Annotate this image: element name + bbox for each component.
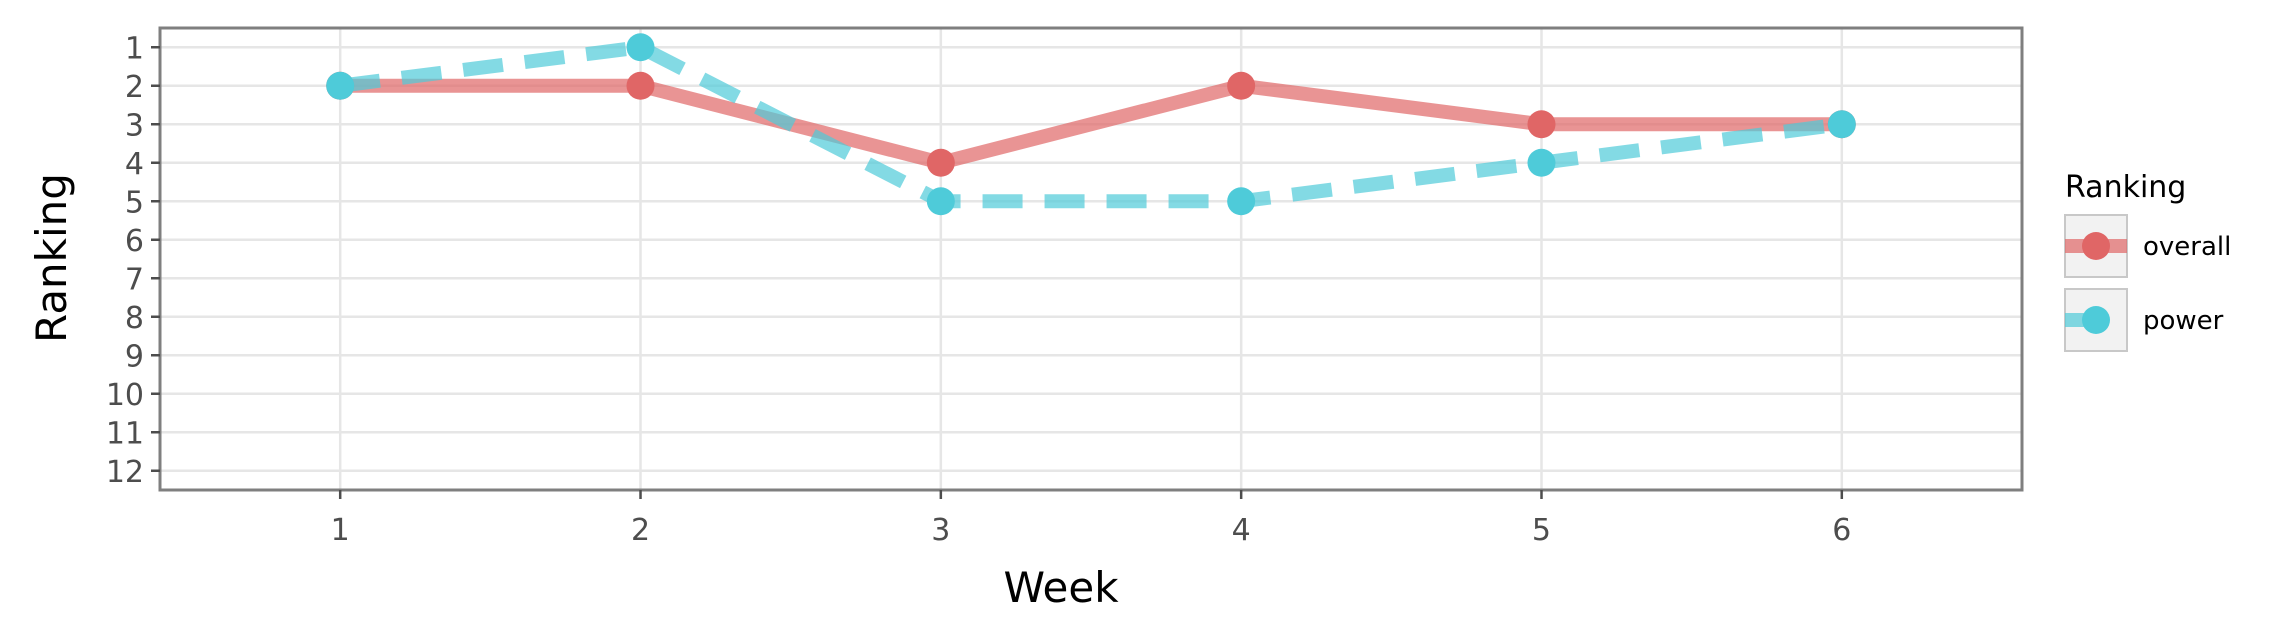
data-point-power <box>926 187 955 216</box>
y-tick-label: 1 <box>125 31 144 66</box>
y-tick-label: 8 <box>125 301 144 336</box>
x-tick-label: 4 <box>1232 513 1251 548</box>
x-tick-label: 3 <box>931 513 950 548</box>
series-line-overall <box>340 78 1842 170</box>
x-tick-label: 1 <box>331 513 350 548</box>
data-point-power <box>1827 110 1856 139</box>
series-power <box>326 33 1856 216</box>
panel-border <box>158 26 2024 492</box>
data-point-power <box>1527 148 1556 177</box>
y-tick-label: 10 <box>106 378 144 413</box>
x-tick-label: 6 <box>1832 513 1851 548</box>
data-point-overall <box>926 148 955 177</box>
legend-label-power: power <box>2143 306 2224 336</box>
data-point-power <box>326 71 355 100</box>
legend: Ranking overall power <box>2064 170 2231 352</box>
legend-key-point <box>2082 306 2110 334</box>
y-tick-label: 6 <box>125 224 144 259</box>
y-tick-label: 2 <box>125 70 144 105</box>
x-axis-title: Week <box>1003 563 1119 612</box>
legend-key-point <box>2082 232 2110 260</box>
y-tick-label: 3 <box>125 108 144 143</box>
data-point-overall <box>1527 110 1556 139</box>
legend-items: overall power <box>2064 214 2231 352</box>
y-tick-label: 4 <box>125 147 144 182</box>
y-tick-label: 9 <box>125 339 144 374</box>
series-layer <box>326 33 1856 216</box>
grid-lines <box>160 28 2022 490</box>
data-point-power <box>626 33 655 62</box>
y-tick-label: 11 <box>106 416 144 451</box>
series-line-power <box>339 40 1843 209</box>
y-tick-label: 7 <box>125 262 144 297</box>
data-point-power <box>1227 187 1256 216</box>
y-tick-label: 5 <box>125 185 144 220</box>
data-point-overall <box>626 71 655 100</box>
y-tick-label: 12 <box>106 455 144 490</box>
legend-title: Ranking <box>2065 170 2186 205</box>
data-point-overall <box>1227 71 1256 100</box>
x-tick-label: 5 <box>1532 513 1551 548</box>
legend-label-overall: overall <box>2143 232 2231 262</box>
x-tick-label: 2 <box>631 513 650 548</box>
legend-item-overall: overall <box>2064 214 2231 278</box>
legend-item-power: power <box>2064 288 2224 352</box>
y-axis-title: Ranking <box>27 173 76 343</box>
